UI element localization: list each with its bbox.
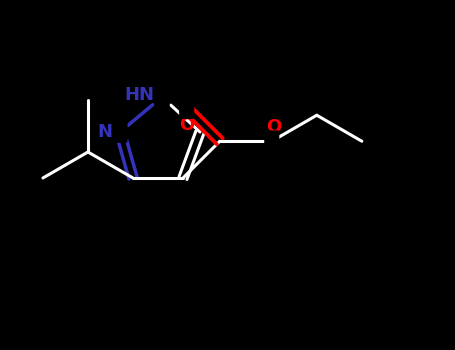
Text: O: O (179, 116, 194, 134)
Text: O: O (266, 118, 281, 136)
Text: HN: HN (124, 86, 154, 104)
Text: N: N (97, 123, 112, 141)
